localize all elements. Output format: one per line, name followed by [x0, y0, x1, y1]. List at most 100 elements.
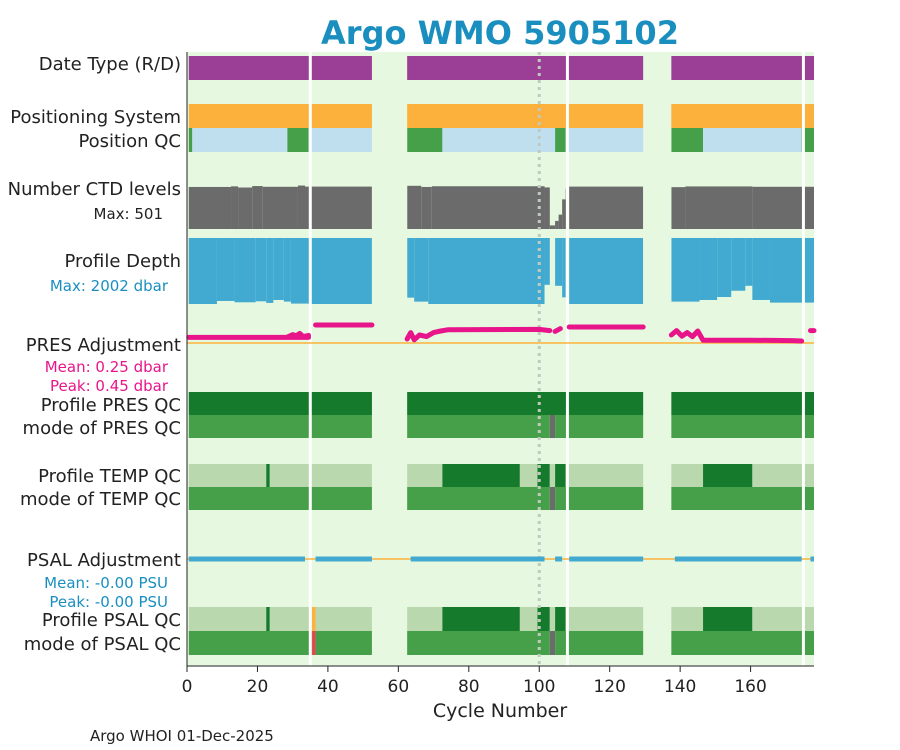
mode-pres-qc-segment — [549, 415, 556, 438]
psal-peak-label: Peak: -0.00 PSU — [49, 593, 168, 611]
row-label-date-type: Date Type (R/D) — [39, 54, 181, 75]
profile-temp-qc-segment — [549, 464, 556, 487]
profile-depth-bar — [671, 238, 700, 302]
cycle-break — [565, 52, 569, 666]
mode-temp-qc-segment — [555, 487, 814, 510]
row-label-positioning-system: Positioning System — [10, 107, 181, 128]
profile-depth-bar — [544, 238, 550, 285]
profile-temp-qc-segment — [752, 464, 814, 487]
position-qc-segment — [703, 128, 802, 152]
ctd-levels-bar — [305, 186, 372, 229]
position-qc-segment — [442, 128, 556, 152]
row-labels: Date Type (R/D) Positioning System Posit… — [8, 54, 181, 655]
mode-temp-qc-segment — [549, 487, 556, 510]
profile-temp-qc-segment — [519, 464, 538, 487]
row-label-mode-psal-qc: mode of PSAL QC — [24, 634, 181, 655]
profile-psal-qc-segment — [312, 607, 316, 631]
x-tick-label: 40 — [317, 677, 339, 697]
row-label-mode-temp-qc: mode of TEMP QC — [20, 489, 181, 510]
row-label-psal-adjustment: PSAL Adjustment — [27, 550, 181, 571]
x-tick-label: 80 — [458, 677, 480, 697]
profile-psal-qc-segment — [519, 607, 538, 631]
pres-adjustment-line — [284, 330, 312, 340]
depth-max-label: Max: 2002 dbar — [50, 277, 169, 295]
pres-peak-label: Peak: 0.45 dbar — [50, 377, 169, 395]
x-tick-label: 100 — [523, 677, 555, 697]
status-rows — [188, 52, 814, 666]
cycle-break — [308, 52, 312, 666]
profile-depth-bar — [562, 238, 566, 298]
pres-adjustment-line — [404, 326, 553, 343]
data-gap — [643, 52, 672, 666]
profile-depth-bar — [717, 238, 732, 298]
ctd-levels-bar — [569, 186, 644, 229]
profile-temp-qc-segment — [442, 464, 520, 487]
data-gap — [371, 52, 408, 666]
ctd-levels-bar — [558, 214, 563, 229]
row-label-position-qc: Position QC — [78, 131, 181, 152]
ctd-levels-bar — [231, 186, 239, 229]
row-label-profile-temp-qc: Profile TEMP QC — [38, 466, 181, 487]
row-label-profile-pres-qc: Profile PRES QC — [41, 395, 181, 416]
pres-adjustment-line — [668, 328, 805, 344]
profile-depth-bar — [414, 238, 429, 302]
ctd-levels-bar — [297, 185, 306, 229]
profile-psal-qc-segment — [266, 607, 270, 631]
ctd-levels-bar — [238, 187, 253, 229]
pres-adjustment-line — [552, 326, 563, 334]
pres-mean-label: Mean: 0.25 dbar — [45, 358, 169, 376]
x-axis-label: Cycle Number — [433, 700, 567, 722]
position-qc-segment — [188, 128, 193, 152]
position-qc-segment — [407, 128, 443, 152]
profile-depth-bar — [290, 238, 309, 304]
row-label-profile-depth: Profile Depth — [64, 251, 181, 272]
profile-depth-bar — [234, 238, 256, 303]
profile-psal-qc-segment — [442, 607, 520, 631]
mode-psal-qc-segment — [315, 631, 550, 655]
ctd-levels-bar — [685, 186, 753, 229]
profile-depth-bar — [188, 238, 217, 304]
mode-pres-qc-segment — [555, 415, 814, 438]
ctd-levels-bar — [549, 225, 556, 229]
profile-depth-bar — [273, 238, 284, 300]
cycle-break — [801, 52, 805, 666]
profile-temp-qc-segment — [703, 464, 753, 487]
x-tick-label: 0 — [182, 677, 193, 697]
row-label-mode-pres-qc: mode of PRES QC — [23, 418, 181, 439]
profile-depth-bar — [731, 238, 746, 291]
position-qc-segment — [555, 128, 566, 152]
mode-psal-qc-segment — [555, 631, 814, 655]
ctd-levels-bar — [671, 187, 686, 229]
plot-area — [187, 52, 814, 666]
positioning-segment — [188, 104, 814, 128]
psal-mean-label: Mean: -0.00 PSU — [44, 574, 168, 592]
profile-depth-bar — [699, 238, 718, 300]
profile-depth-bar — [555, 238, 563, 286]
profile-temp-qc-segment — [565, 464, 704, 487]
mode-pres-qc-segment — [188, 415, 550, 438]
profile-psal-qc-segment — [269, 607, 313, 631]
footer-credit: Argo WHOI 01-Dec-2025 — [90, 727, 274, 745]
adjustment-lines — [186, 52, 817, 666]
x-tick-label: 160 — [734, 677, 766, 697]
profile-depth-bar — [769, 238, 814, 303]
ctd-levels-bar — [421, 186, 432, 229]
mode-psal-qc-segment — [312, 631, 316, 655]
profile-temp-qc-segment — [188, 464, 267, 487]
row-label-ctd-levels: Number CTD levels — [8, 179, 181, 200]
x-axis-ticks: 0 20 40 60 80 100 120 140 160 — [182, 666, 767, 697]
profile-psal-qc-segment — [188, 607, 267, 631]
mode-temp-qc-segment — [188, 487, 550, 510]
ctd-levels-bar — [555, 220, 559, 229]
x-tick-label: 120 — [593, 677, 625, 697]
ctd-levels-bar — [431, 186, 545, 229]
profile-temp-qc-segment — [555, 464, 566, 487]
x-tick-label: 20 — [247, 677, 269, 697]
profile-temp-qc-segment — [269, 464, 443, 487]
profile-psal-qc-segment — [703, 607, 753, 631]
row-label-profile-psal-qc: Profile PSAL QC — [42, 610, 181, 631]
mode-psal-qc-segment — [188, 631, 313, 655]
profile-depth-bar — [752, 238, 770, 300]
x-tick-label: 60 — [388, 677, 410, 697]
